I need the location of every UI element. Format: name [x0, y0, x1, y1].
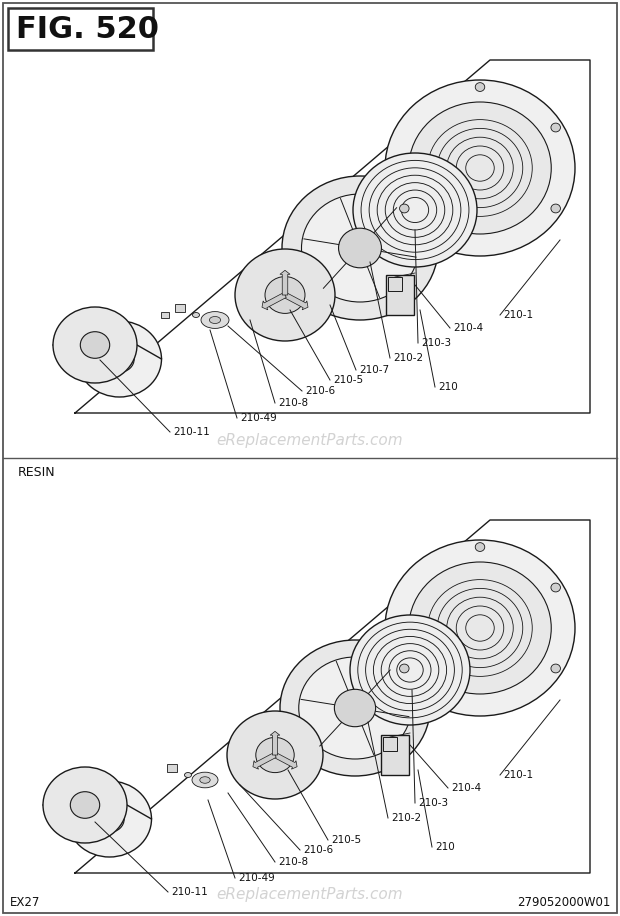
Ellipse shape — [210, 317, 221, 323]
Text: 210-4: 210-4 — [451, 783, 481, 793]
Text: 210-3: 210-3 — [418, 798, 448, 808]
Ellipse shape — [105, 345, 134, 372]
FancyArrow shape — [253, 753, 277, 769]
Ellipse shape — [399, 664, 409, 673]
Ellipse shape — [301, 194, 418, 302]
Text: 210-4: 210-4 — [453, 323, 483, 333]
Ellipse shape — [280, 640, 430, 776]
Text: 210-8: 210-8 — [278, 857, 308, 867]
Bar — [167, 764, 177, 772]
Ellipse shape — [385, 80, 575, 256]
Ellipse shape — [476, 542, 485, 551]
Text: 210-7: 210-7 — [359, 365, 389, 375]
Ellipse shape — [78, 321, 161, 397]
Ellipse shape — [70, 791, 100, 818]
Ellipse shape — [282, 176, 438, 320]
FancyArrow shape — [280, 270, 290, 295]
Ellipse shape — [339, 228, 381, 267]
Ellipse shape — [81, 332, 110, 358]
Text: 210-2: 210-2 — [391, 813, 421, 823]
Ellipse shape — [68, 781, 151, 857]
Text: 210-3: 210-3 — [421, 338, 451, 348]
Ellipse shape — [95, 806, 124, 833]
Ellipse shape — [385, 540, 575, 716]
Ellipse shape — [227, 711, 323, 799]
Text: 210: 210 — [435, 842, 454, 852]
Text: 210-1: 210-1 — [503, 770, 533, 780]
Ellipse shape — [192, 772, 218, 788]
Ellipse shape — [334, 690, 376, 726]
Bar — [388, 277, 402, 291]
FancyArrow shape — [262, 292, 286, 310]
Ellipse shape — [399, 204, 409, 213]
Text: 210-6: 210-6 — [305, 386, 335, 396]
Bar — [161, 312, 169, 318]
FancyArrow shape — [270, 731, 280, 755]
Text: 210-5: 210-5 — [333, 375, 363, 385]
Text: RESIN: RESIN — [18, 465, 56, 478]
Text: eReplacementParts.com: eReplacementParts.com — [216, 888, 404, 902]
Ellipse shape — [409, 562, 551, 694]
Ellipse shape — [551, 123, 560, 132]
Text: 210-11: 210-11 — [171, 887, 208, 897]
Ellipse shape — [200, 777, 210, 783]
Ellipse shape — [53, 307, 137, 383]
Text: 210-6: 210-6 — [303, 845, 333, 855]
FancyArrow shape — [284, 292, 308, 310]
Ellipse shape — [256, 737, 294, 772]
Text: 210: 210 — [438, 382, 458, 392]
Ellipse shape — [185, 772, 192, 778]
Ellipse shape — [350, 615, 470, 725]
Ellipse shape — [265, 277, 305, 313]
Text: FIG. 520: FIG. 520 — [16, 16, 159, 45]
Ellipse shape — [192, 312, 200, 318]
Text: EX27: EX27 — [10, 897, 40, 910]
Bar — [383, 737, 397, 751]
Ellipse shape — [43, 767, 127, 843]
Text: 210-11: 210-11 — [173, 427, 210, 437]
Ellipse shape — [551, 664, 560, 673]
Text: 210-1: 210-1 — [503, 310, 533, 320]
Text: eReplacementParts.com: eReplacementParts.com — [216, 432, 404, 448]
Ellipse shape — [551, 583, 560, 592]
Text: 210-5: 210-5 — [331, 835, 361, 845]
Text: 279052000W01: 279052000W01 — [516, 897, 610, 910]
Ellipse shape — [201, 311, 229, 329]
Text: 210-49: 210-49 — [240, 413, 277, 423]
Ellipse shape — [551, 204, 560, 213]
Text: 210-8: 210-8 — [278, 398, 308, 408]
FancyArrow shape — [274, 753, 297, 769]
Bar — [381, 735, 409, 775]
Ellipse shape — [353, 153, 477, 267]
Bar — [175, 304, 185, 312]
Ellipse shape — [299, 657, 411, 759]
Text: 210-49: 210-49 — [238, 873, 275, 883]
Bar — [386, 275, 414, 315]
Ellipse shape — [235, 249, 335, 341]
Text: 210-2: 210-2 — [393, 353, 423, 363]
Ellipse shape — [476, 82, 485, 92]
Ellipse shape — [409, 102, 551, 234]
Bar — [8, 8, 153, 50]
